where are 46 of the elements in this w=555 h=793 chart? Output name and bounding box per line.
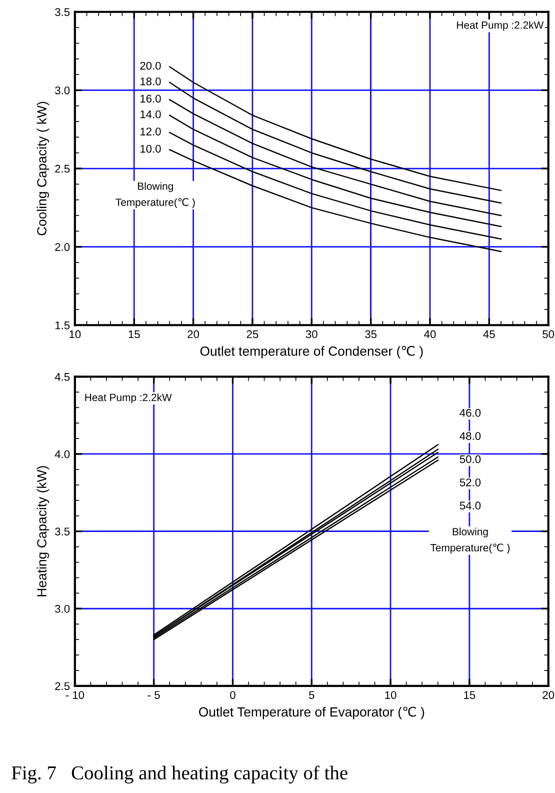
series-label: 14.0 xyxy=(140,110,161,118)
annotation: Blowing Temperature(℃ ) xyxy=(430,528,510,554)
y-tick-label: 2.5 xyxy=(55,164,70,173)
y-tick-label: 3.5 xyxy=(55,528,70,536)
x-tick-label: 15 xyxy=(464,691,476,699)
x-tick-label: 10 xyxy=(385,691,396,699)
text: 48.0 xyxy=(460,432,481,440)
y-tick-label: 2.0 xyxy=(55,243,70,251)
y-axis-title: Heating Capacity (kW) xyxy=(36,466,50,596)
x-tick-label: 20 xyxy=(188,330,200,338)
x-axis-title: Outlet temperature of Condenser (℃ ) xyxy=(200,346,423,358)
series-label: 10.0 xyxy=(140,144,161,153)
series-label: 18.0 xyxy=(140,77,161,86)
x-tick-label: - 10 xyxy=(66,691,84,699)
y-tick-label: 4.0 xyxy=(54,450,70,458)
x-tick-label: - 5 xyxy=(148,691,160,699)
x-tick-label: 25 xyxy=(246,330,258,338)
x-tick-label: 0 xyxy=(230,691,236,699)
x-tick-label: 5 xyxy=(308,691,314,699)
x-tick-label: 40 xyxy=(424,330,436,338)
annotation: Heat Pump :2.2kW xyxy=(85,393,172,404)
x-tick-label: 15 xyxy=(128,330,140,338)
y-tick-label: 3.0 xyxy=(55,604,70,613)
annotation: Heat Pump :2.2kW xyxy=(457,21,544,31)
y-axis-title: Cooling Capacity ( kW) xyxy=(36,102,50,236)
x-tick-label: 30 xyxy=(306,330,318,338)
x-tick-label: 50 xyxy=(542,330,554,338)
series-label: 16.0 xyxy=(140,94,161,103)
y-tick-label: 2.5 xyxy=(55,682,70,690)
x-tick-label: 10 xyxy=(70,330,81,338)
y-tick-label: 3.0 xyxy=(55,86,70,94)
x-axis-title: Outlet Temperature of Evaporator (℃ ) xyxy=(199,706,424,720)
y-tick-label: 1.5 xyxy=(55,322,70,330)
y-tick-label: 4.5 xyxy=(54,373,70,381)
y-tick-label: 3.5 xyxy=(55,8,70,16)
x-tick-label: 35 xyxy=(365,330,377,338)
series-label: 12.0 xyxy=(140,128,161,136)
series-label: 50.0 xyxy=(460,455,481,464)
series-label: 20.0 xyxy=(140,62,161,70)
text: 46.0 xyxy=(460,408,481,417)
text: 54.0 xyxy=(460,502,481,510)
text: 52.0 xyxy=(460,478,481,486)
x-tick-label: 20 xyxy=(542,691,554,699)
x-tick-label: 45 xyxy=(483,330,495,338)
caption: Fig. 7 Cooling and heating capacity of the xyxy=(12,766,348,784)
annotation: Blowing Temperature(℃ ) xyxy=(116,182,195,208)
